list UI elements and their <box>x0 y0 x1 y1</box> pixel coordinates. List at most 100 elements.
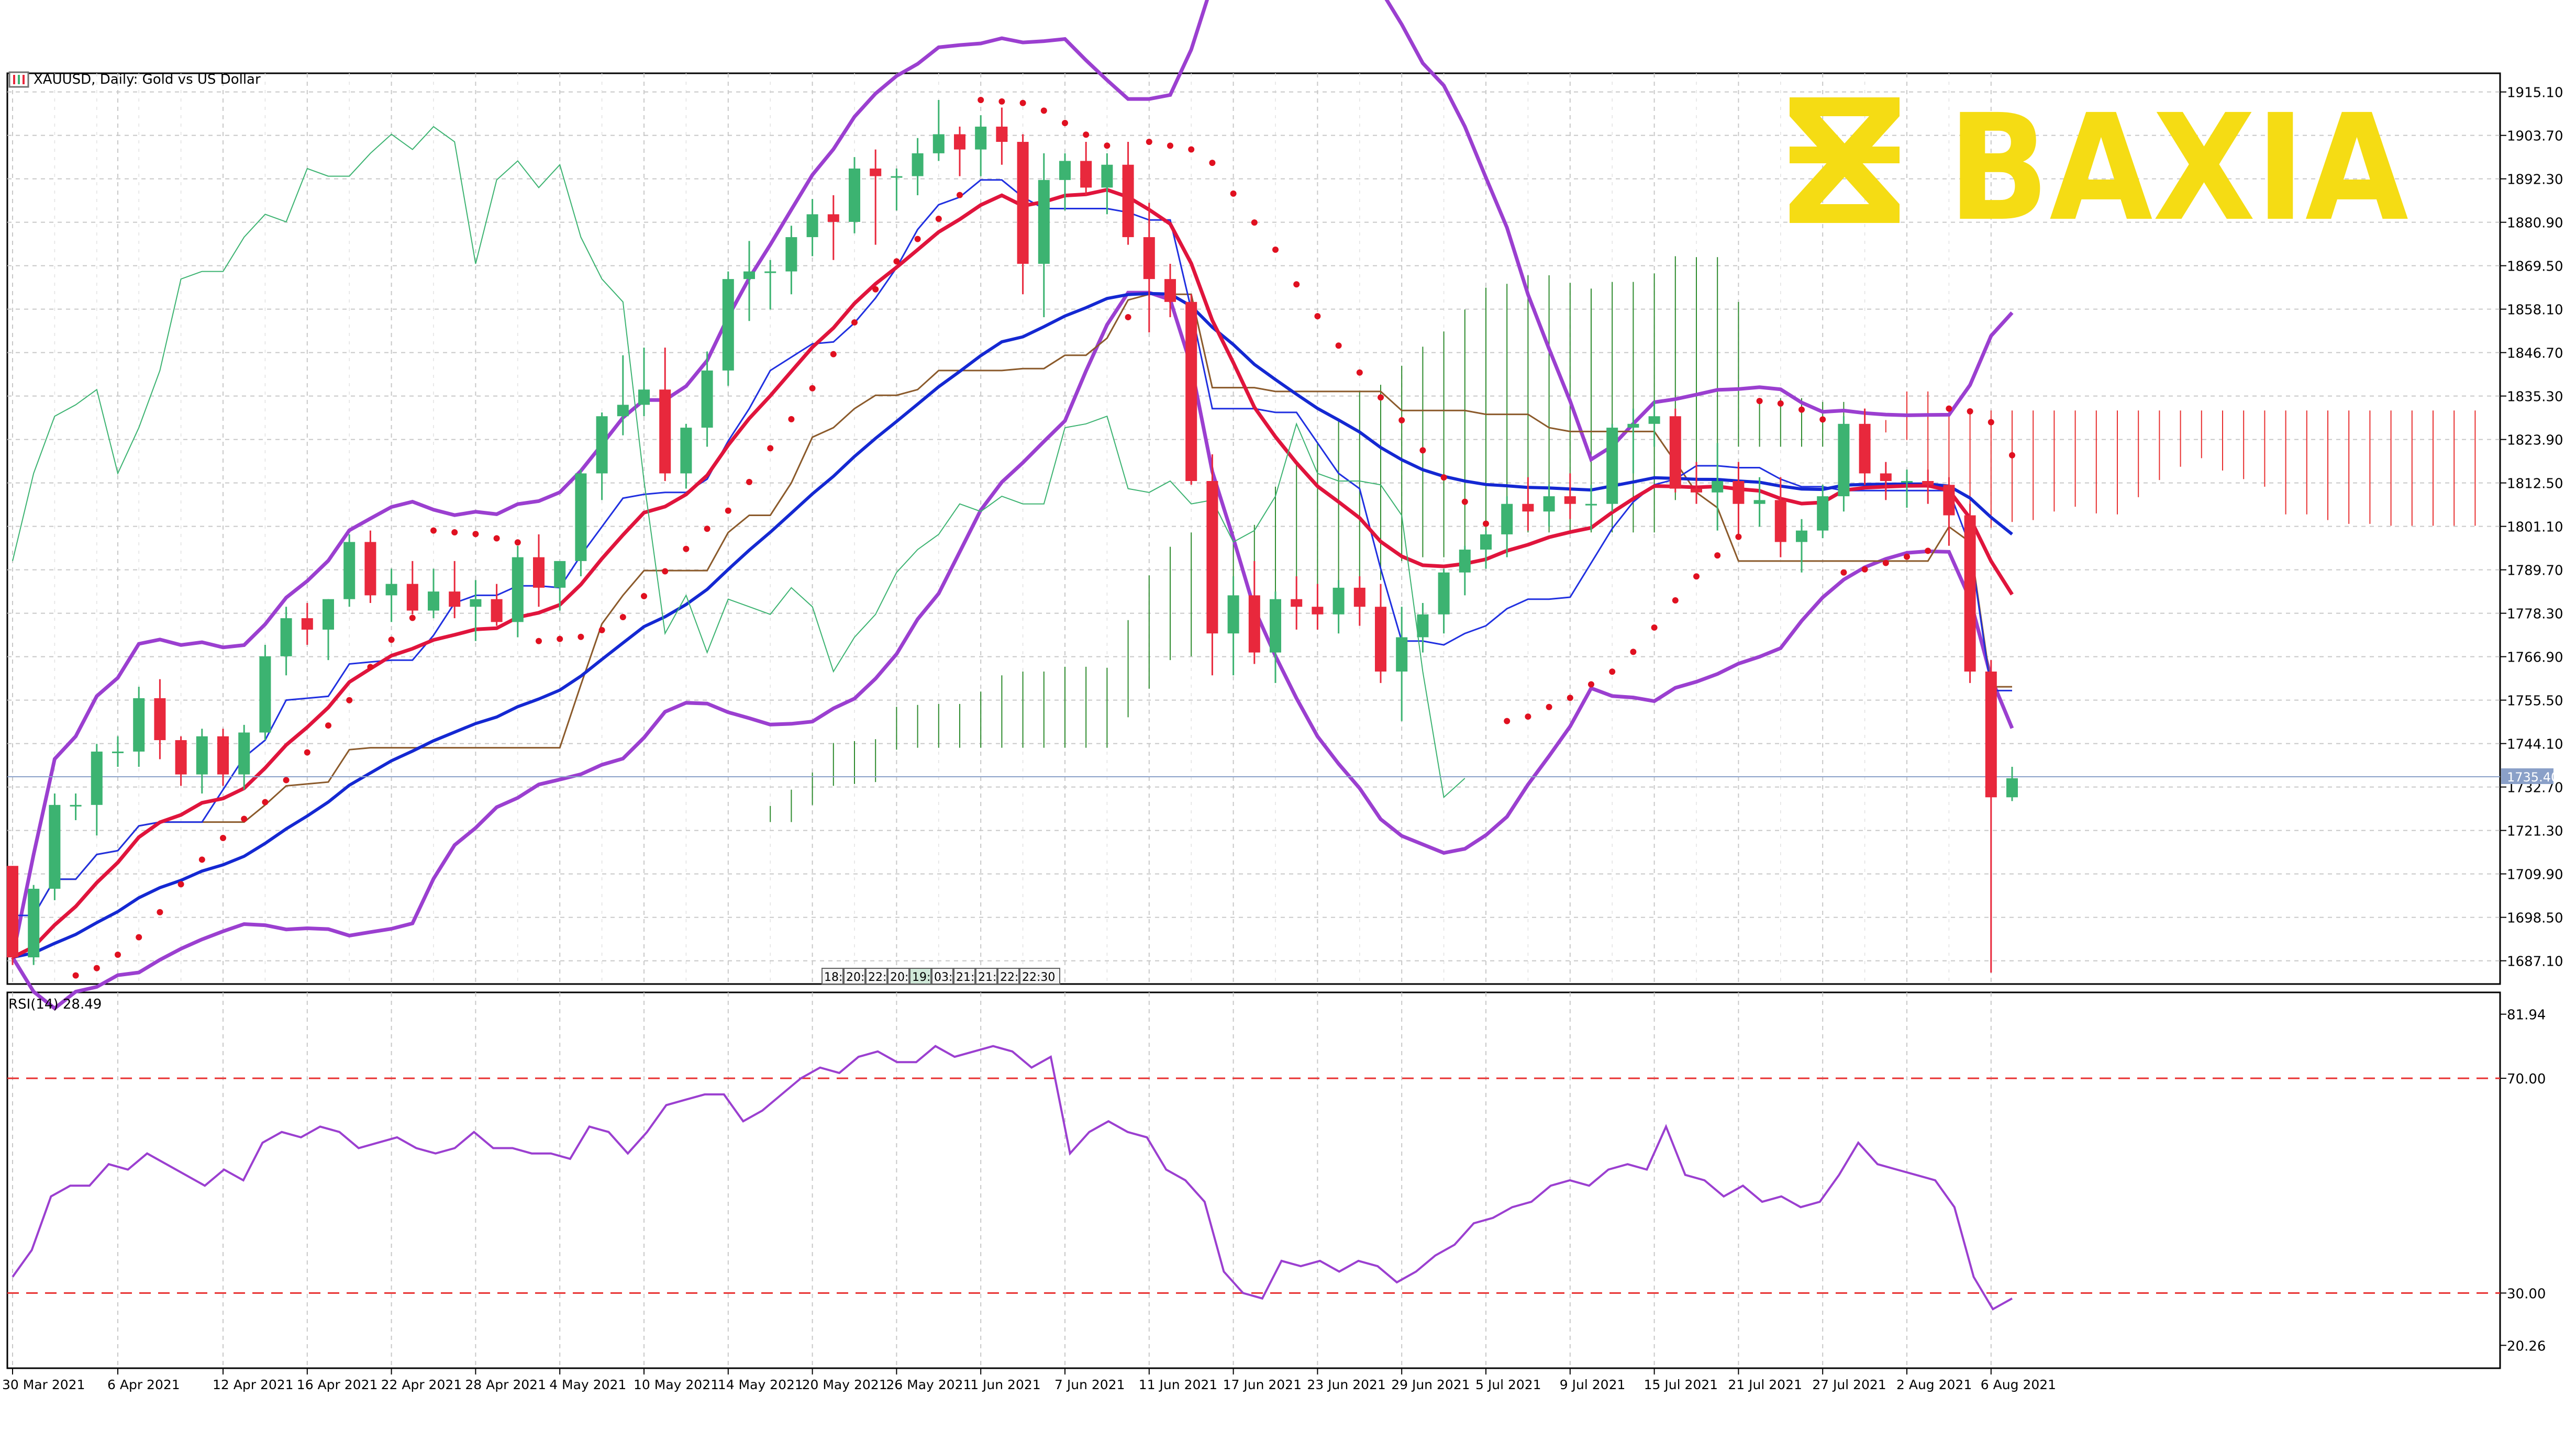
candle-body <box>217 736 229 775</box>
y-tick-label: 1766.90 <box>2507 650 2563 666</box>
x-tick-label: 1 Jun 2021 <box>970 1377 1041 1392</box>
symbol-icon <box>8 71 29 88</box>
sar-dot <box>788 416 795 422</box>
candle-body <box>1733 480 1745 504</box>
candle-body <box>1669 416 1681 489</box>
sar-dot <box>241 815 248 822</box>
y-tick-label: 1903.70 <box>2507 129 2563 144</box>
candles-layer <box>7 99 2018 973</box>
sar-dot <box>1356 369 1363 376</box>
time-box-label: 19: <box>912 971 930 984</box>
y-tick-label: 1880.90 <box>2507 216 2563 231</box>
price-panel-frame <box>6 72 2501 985</box>
candle-body <box>1796 530 1807 542</box>
candle-body <box>1291 599 1303 607</box>
candle-body <box>1859 423 1871 474</box>
sar-dot <box>1293 281 1300 288</box>
candle-body <box>1691 488 1702 493</box>
x-tick-label: 15 Jul 2021 <box>1644 1377 1718 1392</box>
sar-dot <box>262 799 269 806</box>
candle-body <box>1753 500 1766 504</box>
sar-dot <box>325 722 331 729</box>
candle-body <box>1396 637 1408 672</box>
sar-dot <box>1651 624 1658 631</box>
x-tick-label: 10 May 2021 <box>634 1377 719 1392</box>
sar-dot <box>1167 142 1173 149</box>
sar-dot <box>1777 400 1784 407</box>
candle-body <box>1774 500 1786 542</box>
time-box <box>997 968 1019 985</box>
y-tick-label: 1698.50 <box>2507 911 2563 926</box>
y-tick-label: 1812.50 <box>2507 476 2563 492</box>
candle-body <box>449 591 461 607</box>
x-tick-label: 7 Jun 2021 <box>1054 1377 1125 1392</box>
sar-dot <box>578 633 584 640</box>
candle-body <box>28 888 40 958</box>
candle-body <box>385 584 397 596</box>
sar-dot <box>157 909 163 915</box>
time-box-label: 22:30 <box>1022 971 1055 984</box>
sar-dot <box>1125 314 1131 320</box>
candle-body <box>827 214 839 222</box>
candle-body <box>1248 595 1260 653</box>
candle-body <box>1038 180 1050 264</box>
sar-dot <box>1314 313 1321 320</box>
y-tick-label: 1709.90 <box>2507 867 2563 883</box>
candle-body <box>175 740 187 775</box>
sar-dot <box>1483 520 1489 527</box>
candle-body <box>596 416 608 474</box>
candle-body <box>1227 595 1239 634</box>
candle-body <box>1185 301 1197 481</box>
bollinger-lower-line <box>11 290 2014 1011</box>
sar-dot <box>1840 569 1847 576</box>
time-box <box>843 968 865 985</box>
candle-body <box>259 656 271 733</box>
candle-body <box>406 584 418 611</box>
y-tick-label: 1858.10 <box>2507 303 2563 318</box>
sar-dot <box>1272 246 1279 253</box>
sar-dot <box>2009 452 2015 459</box>
sar-dot <box>704 526 710 532</box>
baxia-logo: BAXIA <box>1790 83 2410 254</box>
candle-body <box>975 126 987 150</box>
rsi-y-tick-label: 81.94 <box>2507 1008 2546 1023</box>
sar-dot <box>893 258 900 265</box>
sar-dot <box>1440 474 1447 481</box>
candle-body <box>1122 164 1134 238</box>
candle-body <box>91 751 103 805</box>
time-box <box>821 968 843 985</box>
candle-body <box>1712 480 1724 493</box>
candle-body <box>912 153 924 176</box>
candle-body <box>891 176 903 178</box>
x-tick-label: 4 May 2021 <box>549 1377 626 1392</box>
time-box <box>953 968 975 985</box>
candle-body <box>70 804 82 807</box>
time-box <box>909 968 931 985</box>
sar-dot <box>1967 408 1973 415</box>
candle-body <box>1438 572 1450 614</box>
sar-dot <box>1798 406 1805 413</box>
candle-body <box>1459 550 1471 573</box>
candle-body <box>49 804 61 889</box>
sar-dot <box>1693 573 1700 580</box>
candle-body <box>1333 587 1345 614</box>
chikou-line <box>12 126 1465 799</box>
sar-dot <box>514 539 521 546</box>
bollinger-upper-line <box>10 0 2014 958</box>
sar-dot <box>1419 447 1426 454</box>
sar-dot <box>914 236 921 242</box>
candle-body <box>996 126 1008 142</box>
y-tick-label: 1755.50 <box>2507 694 2563 709</box>
axes-layer: 1915.10 1903.70 1892.30 1880.90 1869.50 1858.… <box>2 85 2563 1392</box>
sar-dot <box>1378 394 1384 401</box>
sar-dot <box>1398 417 1405 423</box>
y-tick-label: 1744.10 <box>2507 737 2563 753</box>
candle-body <box>1270 599 1281 653</box>
sar-dot <box>957 192 963 198</box>
candle-body <box>575 473 587 561</box>
candle-body <box>849 169 860 222</box>
sar-dot <box>725 507 731 514</box>
candle-body <box>1312 607 1324 614</box>
candle-body <box>932 134 945 153</box>
